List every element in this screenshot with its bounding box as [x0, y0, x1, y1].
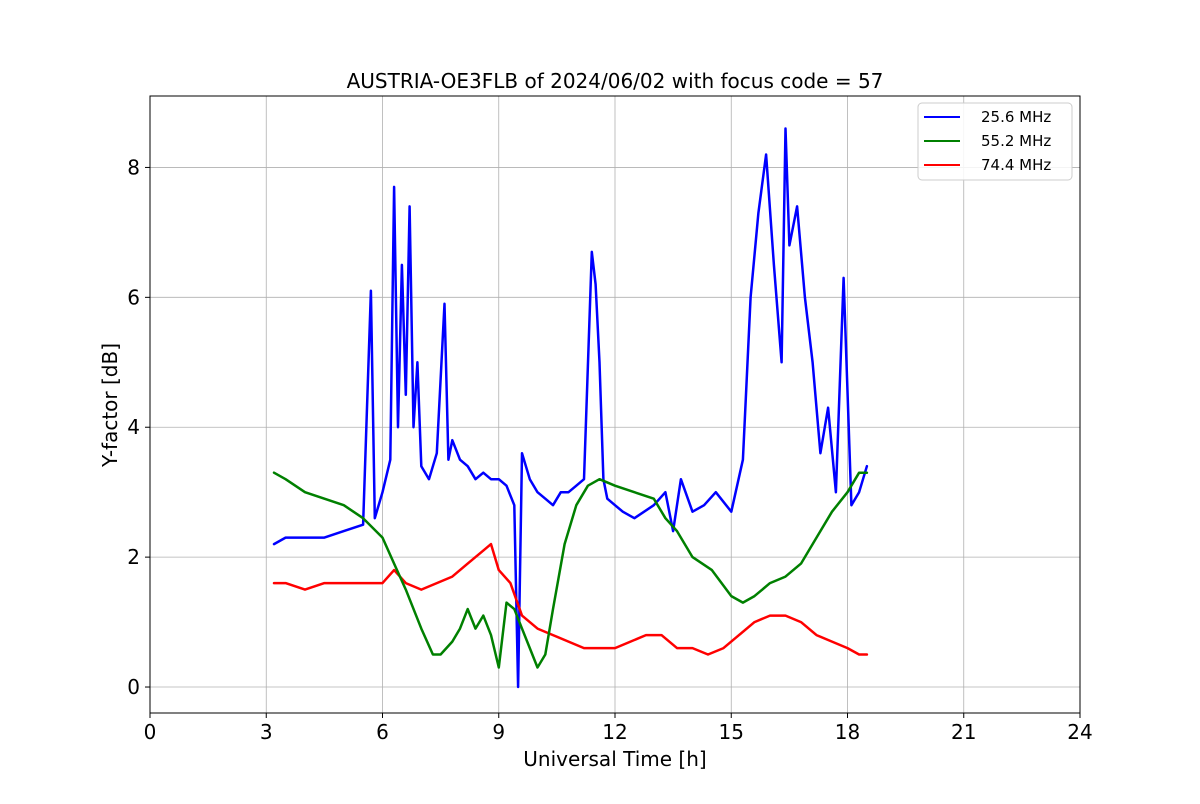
x-tick-label: 21 [951, 720, 976, 744]
legend: 25.6 MHz 55.2 MHz 74.4 MHz [917, 102, 1073, 181]
legend-entries: 25.6 MHz 55.2 MHz 74.4 MHz [924, 108, 1051, 174]
series-line-25-6-mhz [272, 127, 869, 689]
y-tick-label: 4 [127, 415, 140, 439]
chart-title: AUSTRIA-OE3FLB of 2024/06/02 with focus … [347, 69, 884, 93]
x-axis-label: Universal Time [h] [523, 747, 706, 771]
series-line-74-4-mhz [272, 542, 869, 656]
legend-label: 74.4 MHz [981, 156, 1051, 174]
x-tick-label: 15 [719, 720, 744, 744]
x-tick-label: 6 [376, 720, 389, 744]
y-tick-label: 8 [127, 155, 140, 179]
y-tick-label: 6 [127, 285, 140, 309]
y-tick-label: 2 [127, 545, 140, 569]
legend-label: 55.2 MHz [981, 132, 1051, 150]
x-tick-label: 18 [835, 720, 860, 744]
x-tick-label: 24 [1067, 720, 1092, 744]
y-axis-label: Y-factor [dB] [98, 343, 122, 468]
plot-series [272, 127, 869, 689]
legend-box [917, 102, 1073, 181]
x-tick-label: 0 [144, 720, 157, 744]
x-tick-label: 12 [602, 720, 627, 744]
y-tick-label: 0 [127, 675, 140, 699]
legend-label: 25.6 MHz [981, 108, 1051, 126]
x-tick-label: 3 [260, 720, 273, 744]
x-tick-label: 9 [492, 720, 505, 744]
series-line-55-2-mhz [272, 471, 869, 669]
